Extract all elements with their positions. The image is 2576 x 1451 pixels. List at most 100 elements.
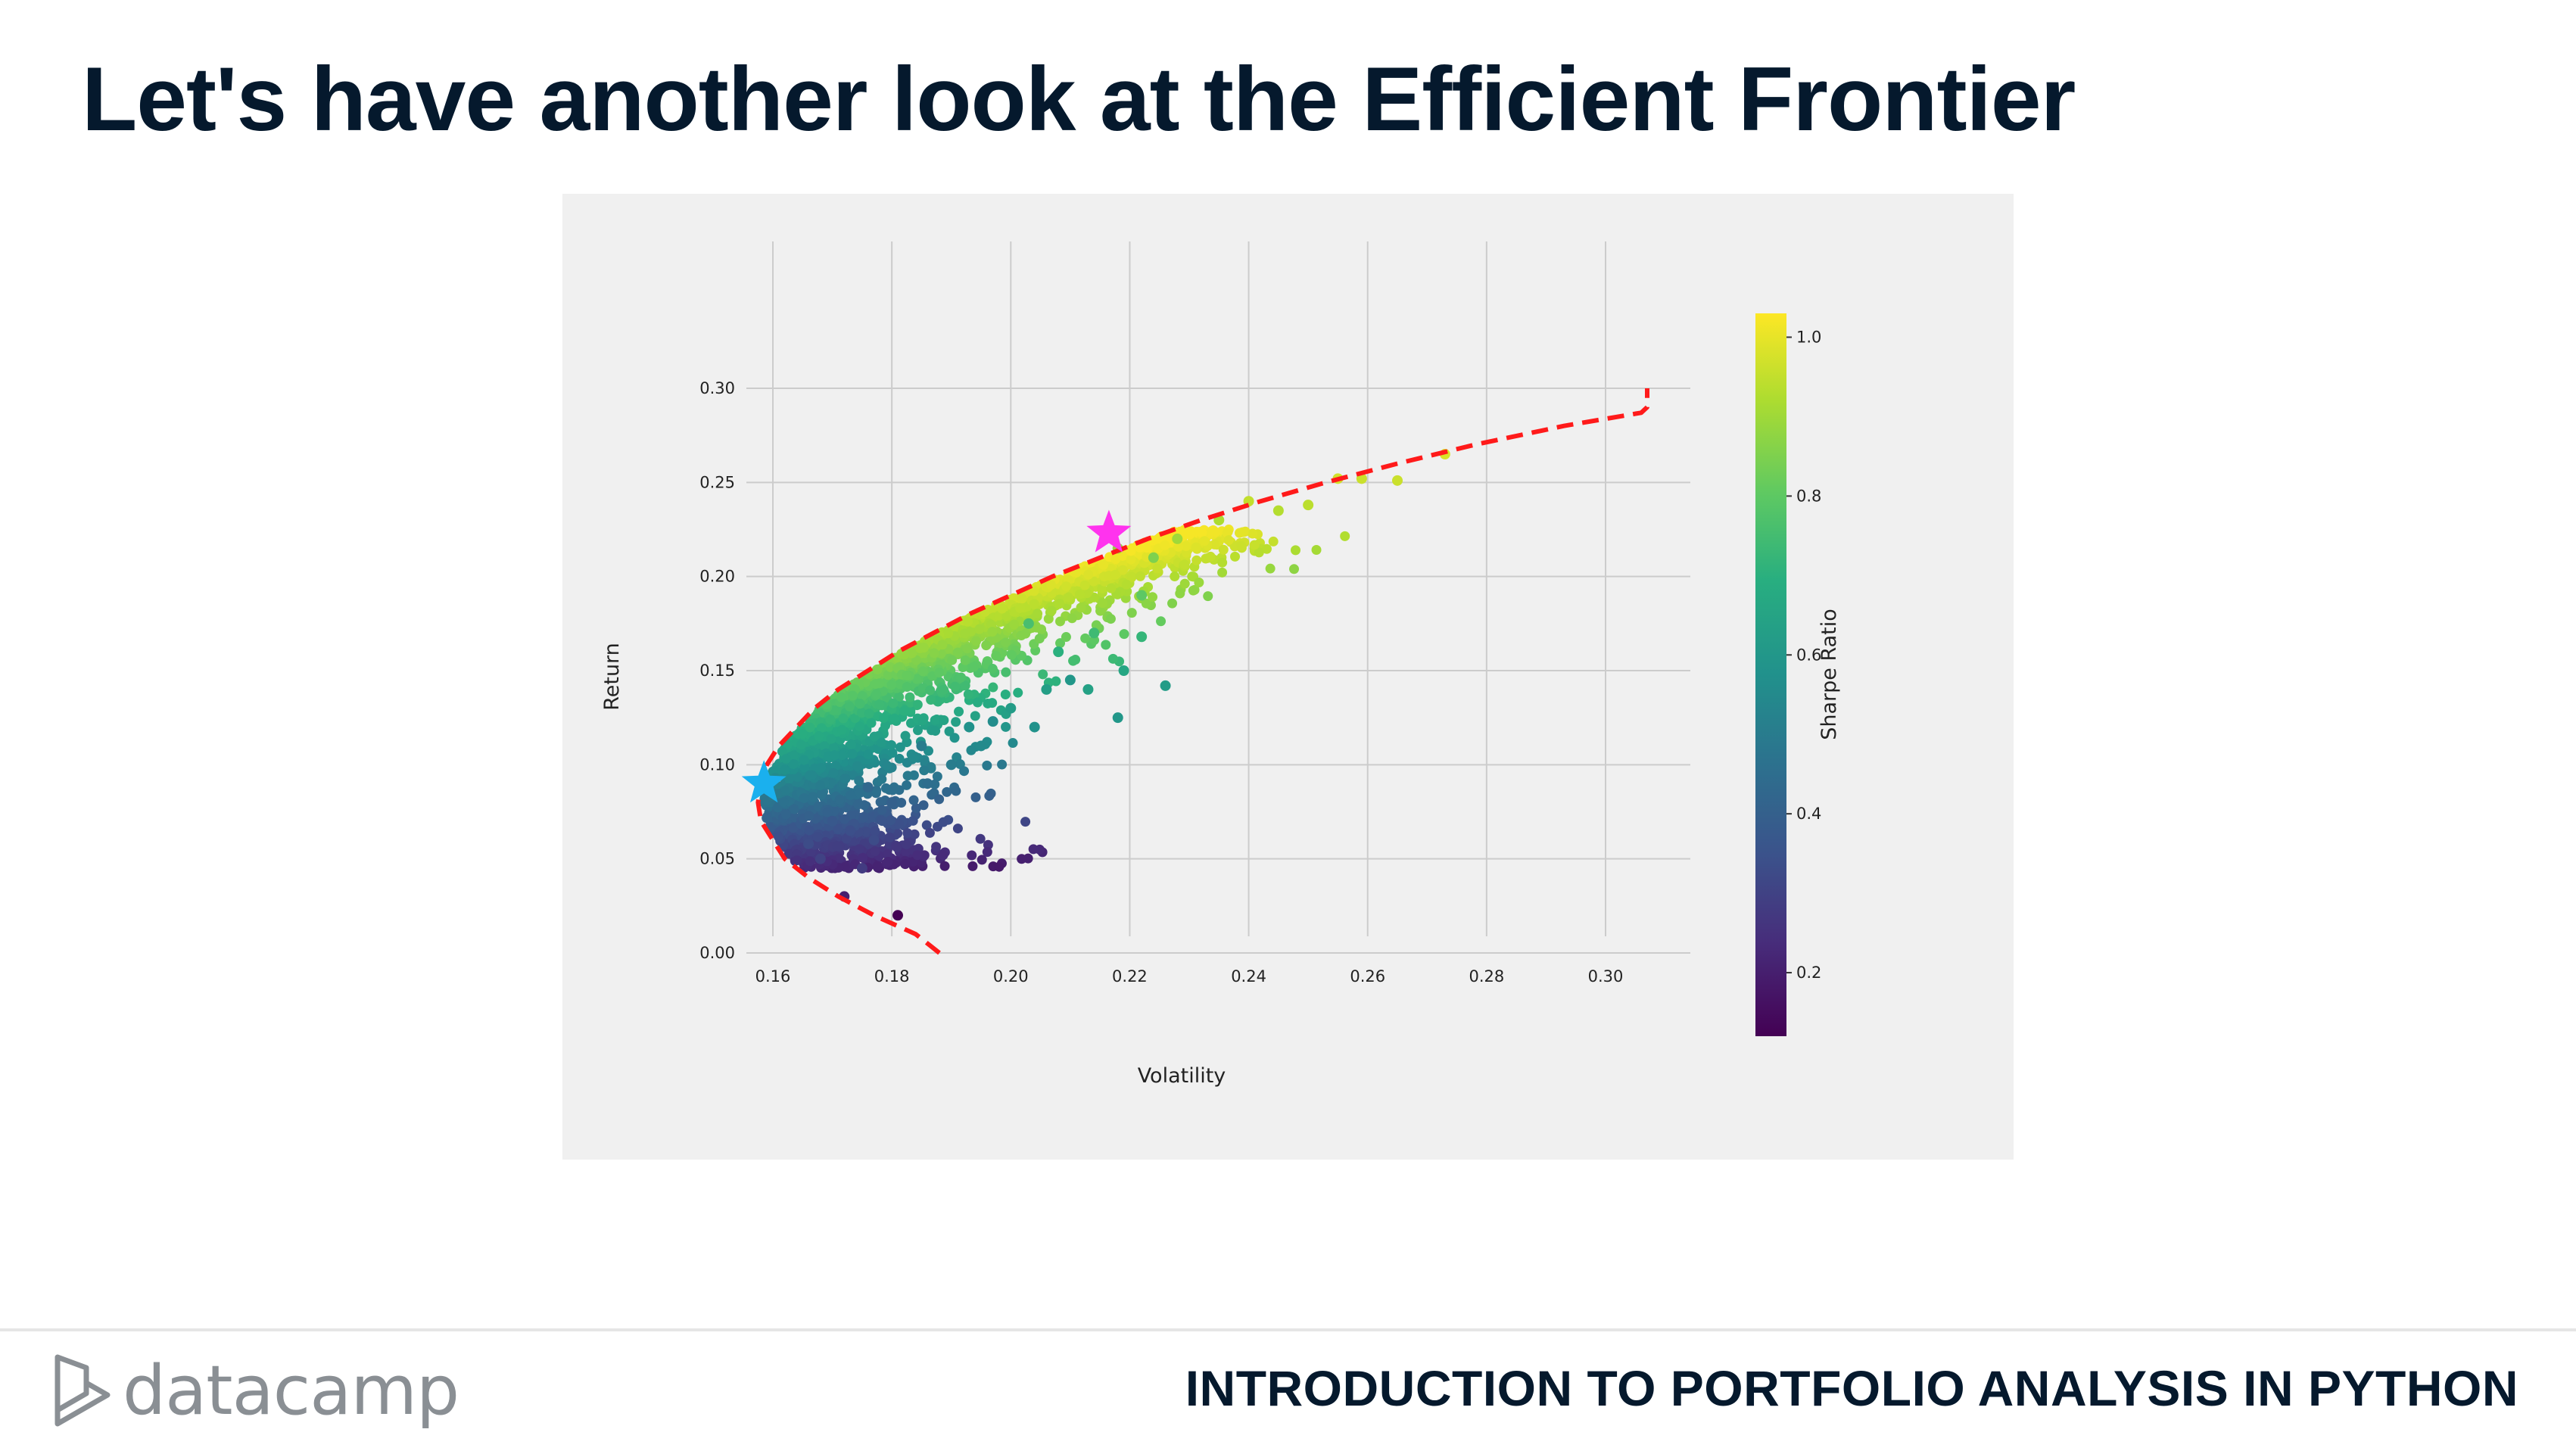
portfolio-point bbox=[932, 771, 942, 782]
portfolio-point bbox=[1023, 618, 1034, 629]
portfolio-point bbox=[788, 751, 799, 761]
y-tick-label: 0.10 bbox=[699, 755, 735, 774]
portfolio-point bbox=[917, 715, 928, 726]
portfolio-point bbox=[1205, 551, 1216, 562]
portfolio-point bbox=[1142, 543, 1152, 553]
portfolio-point bbox=[1272, 505, 1284, 516]
portfolio-point bbox=[959, 628, 970, 639]
portfolio-point bbox=[792, 855, 802, 866]
portfolio-point bbox=[912, 699, 923, 710]
portfolio-point bbox=[1055, 616, 1066, 627]
portfolio-point bbox=[902, 780, 912, 790]
portfolio-point bbox=[894, 819, 905, 830]
datacamp-logo[interactable]: datacamp bbox=[51, 1349, 459, 1432]
portfolio-point bbox=[1001, 667, 1011, 677]
portfolio-point bbox=[982, 760, 992, 771]
portfolio-point bbox=[852, 761, 863, 771]
portfolio-point bbox=[1135, 571, 1145, 581]
x-tick-label: 0.30 bbox=[1588, 967, 1624, 985]
portfolio-point bbox=[1121, 579, 1132, 590]
portfolio-point bbox=[1191, 542, 1201, 553]
portfolio-point bbox=[1001, 721, 1011, 732]
portfolio-point bbox=[987, 664, 998, 674]
portfolio-point bbox=[1248, 528, 1258, 539]
portfolio-point bbox=[815, 780, 826, 791]
portfolio-point bbox=[938, 850, 948, 861]
portfolio-point bbox=[845, 790, 855, 801]
x-tick-label: 0.16 bbox=[755, 967, 791, 985]
min-volatility-star-icon bbox=[741, 760, 787, 803]
portfolio-point bbox=[929, 648, 939, 659]
portfolio-point bbox=[954, 706, 964, 717]
portfolio-point bbox=[799, 762, 810, 773]
x-tick-label: 0.18 bbox=[874, 967, 910, 985]
portfolio-point bbox=[880, 783, 891, 793]
portfolio-point bbox=[1289, 564, 1300, 574]
portfolio-point bbox=[1046, 580, 1057, 590]
portfolio-point bbox=[836, 692, 847, 702]
portfolio-point bbox=[960, 680, 970, 691]
portfolio-point bbox=[1043, 614, 1054, 624]
portfolio-point bbox=[1000, 689, 1011, 699]
portfolio-point bbox=[864, 708, 874, 719]
portfolio-point bbox=[937, 640, 948, 650]
colorbar-tick-label: 0.2 bbox=[1796, 964, 1821, 982]
portfolio-point bbox=[974, 624, 985, 634]
portfolio-point bbox=[796, 740, 806, 750]
portfolio-point bbox=[991, 650, 1001, 661]
portfolio-point bbox=[805, 856, 815, 867]
portfolio-point bbox=[886, 740, 896, 750]
portfolio-point bbox=[804, 811, 815, 821]
portfolio-point bbox=[902, 670, 912, 680]
portfolio-point bbox=[956, 672, 967, 683]
portfolio-point bbox=[1009, 619, 1020, 630]
portfolio-point bbox=[1236, 540, 1247, 551]
colorbar-tick-label: 0.8 bbox=[1796, 487, 1821, 505]
portfolio-point bbox=[901, 846, 911, 857]
portfolio-point bbox=[1089, 576, 1099, 587]
portfolio-point bbox=[931, 842, 942, 852]
portfolio-point bbox=[836, 724, 847, 735]
portfolio-point bbox=[964, 721, 975, 733]
portfolio-point bbox=[854, 775, 864, 786]
portfolio-point bbox=[1015, 603, 1026, 613]
portfolio-point bbox=[1172, 533, 1183, 544]
portfolio-point bbox=[889, 713, 900, 724]
portfolio-point bbox=[845, 825, 856, 836]
portfolio-point bbox=[1261, 543, 1272, 554]
portfolio-point bbox=[939, 715, 949, 726]
portfolio-point bbox=[816, 723, 827, 733]
portfolio-point bbox=[916, 740, 927, 752]
portfolio-point bbox=[1268, 536, 1279, 546]
portfolio-point bbox=[1054, 599, 1065, 609]
portfolio-point bbox=[908, 795, 919, 805]
portfolio-point bbox=[1061, 632, 1071, 643]
portfolio-point bbox=[896, 798, 907, 808]
portfolio-point bbox=[812, 832, 823, 842]
portfolio-point bbox=[789, 804, 799, 814]
portfolio-point bbox=[1064, 674, 1076, 686]
portfolio-point bbox=[882, 760, 892, 771]
portfolio-point bbox=[774, 832, 784, 842]
portfolio-point bbox=[918, 800, 929, 811]
portfolio-point bbox=[1126, 554, 1136, 565]
portfolio-point bbox=[1001, 611, 1012, 621]
portfolio-point bbox=[871, 689, 882, 699]
portfolio-point bbox=[862, 782, 874, 793]
portfolio-point bbox=[942, 786, 952, 797]
portfolio-point bbox=[1028, 844, 1039, 855]
portfolio-point bbox=[874, 699, 885, 710]
portfolio-point bbox=[877, 816, 887, 827]
portfolio-point bbox=[858, 811, 869, 822]
portfolio-point bbox=[1148, 592, 1158, 603]
portfolio-point bbox=[966, 745, 977, 755]
portfolio-point bbox=[1160, 540, 1170, 550]
x-tick-label: 0.24 bbox=[1231, 967, 1266, 985]
portfolio-point bbox=[872, 665, 883, 675]
portfolio-point bbox=[977, 855, 987, 865]
portfolio-point bbox=[816, 789, 827, 800]
portfolio-point bbox=[938, 817, 948, 827]
portfolio-point bbox=[1160, 680, 1171, 691]
portfolio-point bbox=[780, 754, 791, 764]
portfolio-point bbox=[1152, 563, 1163, 574]
